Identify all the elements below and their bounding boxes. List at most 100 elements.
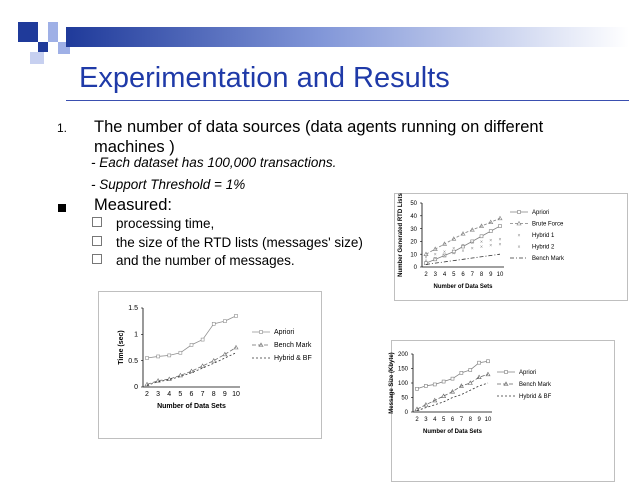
header-gradient-bar: [66, 27, 629, 47]
legend-marker: [504, 370, 508, 374]
data-point: [211, 358, 217, 363]
data-point: [488, 229, 493, 233]
chart-message-size-frame: [391, 340, 615, 482]
data-point: [451, 236, 457, 241]
data-point: [498, 224, 502, 228]
data-point: [432, 397, 438, 403]
chart-time-frame: [98, 291, 322, 439]
data-point: [442, 253, 447, 258]
measured-item-label: the size of the RTD lists (messages' siz…: [116, 235, 363, 250]
series-line: [425, 217, 501, 255]
data-point: ×: [499, 242, 502, 248]
checkbox-bullet-icon: [92, 217, 102, 227]
measured-item: processing time,: [92, 216, 214, 231]
x-tick-label: 9: [223, 391, 227, 398]
x-tick-label: 6: [190, 391, 194, 398]
y-tick-label: 30: [410, 227, 417, 233]
legend-label: Brute Force: [532, 222, 564, 228]
measured-heading: Measured:: [94, 196, 172, 214]
data-point: [477, 360, 481, 365]
data-point: [497, 215, 503, 221]
data-point: ×: [499, 237, 502, 243]
data-point: [451, 249, 456, 254]
y-tick-label: 0: [134, 384, 138, 391]
data-point: ×: [471, 246, 474, 252]
data-point: [468, 368, 473, 372]
series-line: [425, 253, 501, 265]
x-tick-label: 7: [471, 272, 475, 278]
x-axis-label: Number of Data Sets: [433, 284, 493, 290]
data-point: [467, 380, 473, 385]
data-point: [415, 386, 419, 391]
title-underline: [66, 100, 629, 101]
legend-marker: ×: [518, 233, 521, 239]
data-point: [441, 393, 447, 398]
data-point: [178, 350, 183, 355]
data-point: [200, 337, 205, 342]
data-point: [479, 234, 484, 239]
data-point: [459, 371, 464, 375]
data-point: [423, 402, 429, 407]
data-point: [469, 227, 475, 232]
legend-label: Hybrid & BF: [519, 394, 552, 400]
item-number: 1.: [57, 121, 68, 135]
decor-square: [48, 22, 58, 42]
data-point: [485, 371, 491, 377]
data-point: [486, 359, 490, 364]
x-tick-label: 7: [460, 417, 464, 423]
series-line: [146, 315, 237, 359]
y-tick-label: 10: [410, 252, 417, 258]
data-point: [167, 353, 172, 358]
x-tick-label: 8: [480, 272, 484, 278]
data-point: ×: [462, 243, 465, 249]
series-line: [416, 373, 489, 410]
data-point: [177, 372, 183, 378]
x-tick-label: 9: [477, 417, 481, 423]
legend-marker: [516, 220, 522, 226]
x-tick-label: 4: [167, 391, 171, 398]
data-point: [414, 406, 420, 411]
data-point: [211, 321, 216, 326]
data-point: [441, 241, 448, 246]
data-point: [450, 376, 455, 381]
data-point: ×: [434, 256, 437, 262]
data-point: [200, 363, 206, 368]
x-tick-label: 6: [461, 272, 465, 278]
data-point: [424, 261, 428, 265]
y-tick-label: 1: [134, 332, 138, 339]
data-point: [222, 351, 228, 357]
series-line: [146, 347, 237, 385]
x-tick-label: 10: [232, 391, 240, 398]
legend-label: Bench Mark: [519, 382, 552, 388]
data-point: [423, 251, 429, 256]
legend-label: Hybrid 1: [532, 233, 555, 239]
x-tick-label: 5: [442, 417, 446, 423]
checkbox-bullet-icon: [92, 236, 102, 246]
data-point: [223, 319, 227, 323]
y-tick-label: 1.5: [128, 305, 138, 312]
legend-marker: [517, 210, 521, 214]
x-tick-label: 8: [469, 417, 473, 423]
x-tick-label: 3: [156, 391, 160, 398]
data-point: [432, 246, 438, 251]
y-tick-label: 0: [405, 410, 409, 416]
data-point: [156, 354, 160, 359]
measured-item: and the number of messages.: [92, 253, 295, 268]
y-tick-label: 0.5: [128, 358, 138, 365]
data-point: ×: [480, 245, 483, 251]
y-tick-label: 150: [398, 367, 409, 373]
y-tick-label: 50: [401, 396, 408, 402]
legend-label: Bench Mark: [274, 342, 312, 349]
data-point: [458, 383, 464, 388]
x-tick-label: 8: [212, 391, 216, 398]
legend-label: Hybrid 2: [532, 245, 555, 251]
checkbox-bullet-icon: [92, 254, 102, 264]
data-point: [155, 378, 161, 383]
x-tick-label: 3: [434, 272, 438, 278]
y-tick-label: 40: [410, 214, 417, 220]
data-point: [166, 376, 172, 381]
x-tick-label: 9: [489, 272, 493, 278]
square-bullet-icon: [58, 204, 66, 212]
data-point: [476, 374, 482, 380]
series-line: [416, 382, 489, 411]
